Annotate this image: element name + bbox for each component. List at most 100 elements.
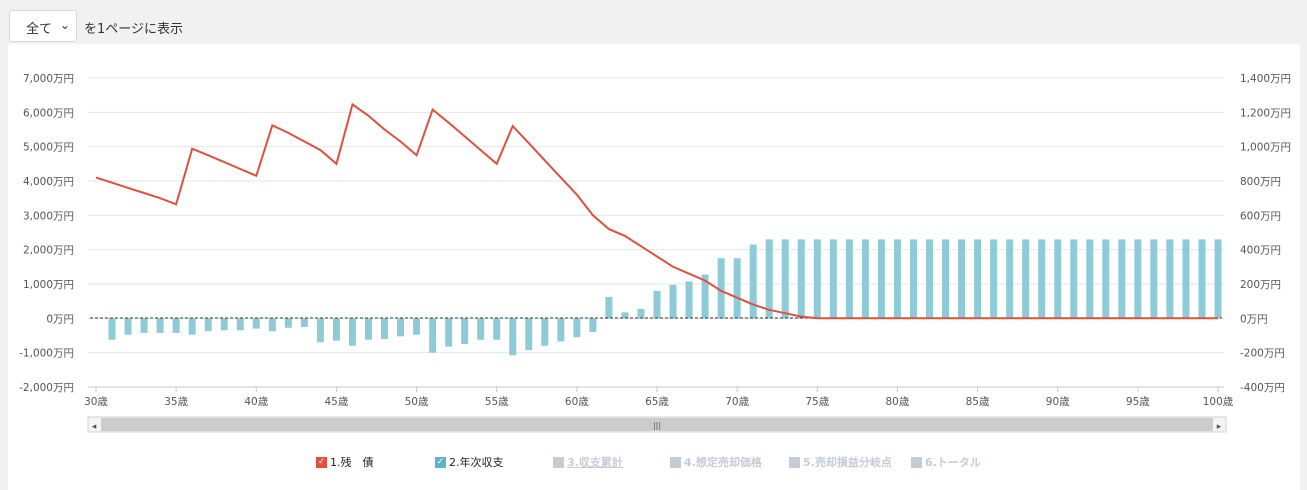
scrollbar-grip[interactable]: ||| xyxy=(653,421,661,430)
legend-label: 6.トータル xyxy=(925,456,981,469)
scroll-right-arrow[interactable]: ▸ xyxy=(1217,422,1222,432)
bar xyxy=(445,318,453,347)
x-axis-tick-label: 100歳 xyxy=(1203,396,1234,408)
bar xyxy=(188,318,196,335)
bar xyxy=(381,318,389,339)
legend-item[interactable]: 6.トータル xyxy=(911,454,981,470)
legend-item[interactable]: 4.想定売却価格 xyxy=(670,454,762,470)
bar xyxy=(733,258,741,319)
x-axis-tick-label: 90歳 xyxy=(1046,396,1070,408)
x-axis-tick-label: 95歳 xyxy=(1126,396,1150,408)
left-axis-tick-label: 7,000万円 xyxy=(23,73,74,85)
bar xyxy=(765,239,773,319)
bar xyxy=(220,318,228,331)
bar xyxy=(1022,239,1030,319)
x-axis-ticks: 30歳 35歳 40歳 45歳 50歳 55歳 60歳 65歳 70歳 75歳 80歳 85歳 90歳 9… xyxy=(84,387,1234,408)
bar xyxy=(172,318,180,333)
right-axis-tick-label: 0万円 xyxy=(1240,313,1268,325)
page-size-value: 全て xyxy=(26,22,53,37)
bar xyxy=(364,318,372,340)
toolbar: 全て ⌄ を1ページに表示 xyxy=(0,0,1307,44)
legend-item[interactable]: ✓ 2.年次収支 xyxy=(435,454,504,470)
bar xyxy=(252,318,260,329)
checkmark-icon: ✓ xyxy=(316,456,327,468)
bar xyxy=(124,318,132,335)
x-axis-tick-label: 80歳 xyxy=(885,396,909,408)
left-axis-tick-label: 6,000万円 xyxy=(23,107,74,119)
x-axis-tick-label: 50歳 xyxy=(405,396,429,408)
bar xyxy=(942,239,950,319)
chevron-down-icon: ⌄ xyxy=(59,18,70,32)
left-axis-tick-label: 5,000万円 xyxy=(23,142,74,154)
left-axis-tick-label: -1,000万円 xyxy=(19,348,74,360)
bar xyxy=(348,318,356,346)
bar xyxy=(1150,239,1158,319)
legend-swatch xyxy=(553,456,564,468)
bar xyxy=(284,318,292,328)
bar xyxy=(621,312,629,319)
bar xyxy=(461,318,469,345)
bar xyxy=(717,258,725,319)
bar xyxy=(653,290,661,319)
right-axis-tick-label: 200万円 xyxy=(1240,279,1281,291)
legend-item[interactable]: ✓ 1.残 債 xyxy=(316,454,374,470)
left-axis-tick-label: 0万円 xyxy=(46,313,74,325)
bar xyxy=(605,296,613,319)
legend-item[interactable]: 3.収支累計 xyxy=(553,454,623,470)
left-axis-tick-label: -2,000万円 xyxy=(19,382,74,394)
bar xyxy=(268,318,276,332)
bar xyxy=(1166,239,1174,319)
bar xyxy=(156,318,164,333)
right-axis-tick-label: 1,200万円 xyxy=(1240,107,1291,119)
bar xyxy=(332,318,340,341)
bar xyxy=(1214,239,1222,319)
left-axis-tick-label: 4,000万円 xyxy=(23,176,74,188)
bar xyxy=(909,239,917,319)
page-size-select[interactable]: 全て ⌄ xyxy=(9,10,77,42)
legend-label: 5.売却損益分岐点 xyxy=(803,456,892,469)
scroll-left-arrow[interactable]: ◂ xyxy=(92,422,97,432)
bar xyxy=(525,318,533,351)
bar xyxy=(509,318,517,356)
right-axis-tick-label: 400万円 xyxy=(1240,245,1281,257)
bar xyxy=(797,239,805,319)
bar xyxy=(397,318,405,337)
bar xyxy=(140,318,148,333)
bar xyxy=(861,239,869,319)
left-axis-tick-label: 1,000万円 xyxy=(23,279,74,291)
legend-label: 3.収支累計 xyxy=(567,456,623,469)
bar xyxy=(1086,239,1094,319)
bar xyxy=(1054,239,1062,319)
bar xyxy=(893,239,901,319)
x-axis-tick-label: 85歳 xyxy=(966,396,990,408)
bar xyxy=(1198,239,1206,319)
bar xyxy=(300,318,308,327)
bar xyxy=(669,284,677,319)
scrollbar-thumb[interactable] xyxy=(101,418,1213,431)
bar xyxy=(781,239,789,319)
per-page-label: を1ページに表示 xyxy=(84,22,184,37)
bar xyxy=(637,308,645,319)
checkmark-icon: ✓ xyxy=(435,456,446,468)
bar xyxy=(685,281,693,319)
bar xyxy=(477,318,485,340)
left-axis-tick-label: 3,000万円 xyxy=(23,210,74,222)
bar xyxy=(877,239,885,319)
horizontal-scrollbar[interactable]: ◂ ▸ ||| xyxy=(87,416,1227,433)
bar xyxy=(493,318,501,340)
bar-series-annual-balance xyxy=(108,239,1222,356)
legend-item[interactable]: 5.売却損益分岐点 xyxy=(789,454,892,470)
x-axis-tick-label: 75歳 xyxy=(805,396,829,408)
bar xyxy=(1118,239,1126,319)
right-axis-ticks: -400万円 -200万円 0万円 200万円 400万円 600万円 800万円 1,000… xyxy=(1240,73,1291,394)
bar xyxy=(236,318,244,331)
bar xyxy=(829,239,837,319)
bar xyxy=(1102,239,1110,319)
bar xyxy=(589,318,597,333)
right-axis-tick-label: 1,000万円 xyxy=(1240,142,1291,154)
bar xyxy=(108,318,116,340)
bar xyxy=(1134,239,1142,319)
bar xyxy=(958,239,966,319)
bar xyxy=(990,239,998,319)
